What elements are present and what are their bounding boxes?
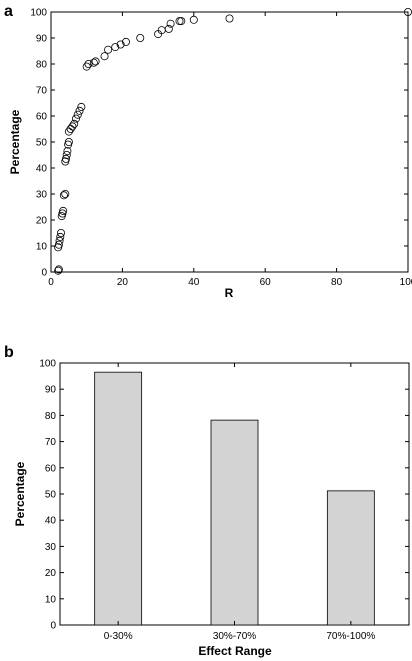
scatter-point bbox=[100, 52, 109, 61]
plot-a-x-ticks: 0 20 40 60 80 100 bbox=[48, 12, 412, 288]
plot-a-y-ticks: 0 10 20 30 40 50 60 70 80 90 100 bbox=[30, 8, 408, 279]
scatter-point bbox=[56, 228, 65, 237]
y-tick-label: 0 bbox=[50, 621, 56, 632]
scatter-point bbox=[84, 60, 93, 69]
panel-a-letter: a bbox=[4, 3, 13, 20]
scatter-point bbox=[73, 110, 82, 119]
y-tick-label: 10 bbox=[36, 242, 48, 253]
x-tick-label: 60 bbox=[260, 277, 272, 288]
y-tick-label: 70 bbox=[45, 437, 57, 448]
scatter-point bbox=[54, 265, 63, 274]
scatter-point bbox=[104, 45, 113, 54]
y-tick-label: 100 bbox=[39, 359, 56, 370]
x-tick-label: 0-30% bbox=[104, 631, 133, 642]
scatter-point bbox=[55, 236, 64, 245]
scatter-point bbox=[77, 102, 86, 111]
y-tick-label: 50 bbox=[36, 138, 48, 149]
bar bbox=[94, 371, 143, 626]
plot-b-y-label: Percentage bbox=[13, 461, 27, 526]
scatter-point bbox=[136, 34, 145, 43]
scatter-point bbox=[89, 58, 98, 67]
y-tick-label: 0 bbox=[41, 268, 47, 279]
scatter-point bbox=[59, 191, 68, 200]
scatter-point bbox=[62, 150, 71, 159]
y-tick-label: 20 bbox=[36, 216, 48, 227]
y-tick-label: 30 bbox=[36, 190, 48, 201]
y-tick-label: 60 bbox=[36, 112, 48, 123]
scatter-point bbox=[54, 240, 63, 249]
bar bbox=[326, 490, 375, 626]
x-tick-label: 40 bbox=[188, 277, 200, 288]
scatter-point bbox=[61, 154, 70, 163]
y-tick-label: 90 bbox=[45, 385, 57, 396]
y-tick-label: 90 bbox=[36, 34, 48, 45]
y-tick-label: 40 bbox=[36, 164, 48, 175]
panel-b: b 0-30% 30%-70% 70%-100% 0 10 20 30 40 50 60 70 80… bbox=[4, 344, 410, 658]
scatter-point bbox=[75, 106, 84, 115]
x-tick-label: 0 bbox=[48, 277, 54, 288]
scatter-point bbox=[164, 24, 173, 33]
plot-a-frame bbox=[50, 11, 409, 273]
x-tick-label: 30%-70% bbox=[213, 631, 256, 642]
scatter-point bbox=[91, 57, 100, 66]
x-tick-label: 20 bbox=[117, 277, 129, 288]
y-tick-label: 50 bbox=[45, 490, 57, 501]
scatter-point bbox=[189, 15, 198, 24]
scatter-point bbox=[64, 137, 73, 146]
scatter-point bbox=[121, 37, 130, 46]
scatter-point bbox=[70, 119, 79, 128]
plot-b-y-ticks: 0 10 20 30 40 50 60 70 80 90 100 bbox=[39, 359, 409, 632]
y-tick-label: 60 bbox=[45, 463, 57, 474]
scatter-point bbox=[63, 147, 72, 156]
x-tick-label: 80 bbox=[331, 277, 343, 288]
scatter-point bbox=[116, 40, 125, 49]
y-tick-label: 100 bbox=[30, 8, 47, 19]
scatter-point bbox=[56, 232, 65, 241]
panel-b-letter: b bbox=[4, 344, 14, 361]
x-tick-label: 100 bbox=[400, 277, 412, 288]
scatter-point bbox=[225, 14, 234, 23]
y-tick-label: 80 bbox=[36, 60, 48, 71]
plot-a-y-label: Percentage bbox=[8, 109, 22, 174]
scatter-point bbox=[71, 114, 80, 123]
scatter-point bbox=[54, 266, 63, 275]
scatter-point bbox=[175, 17, 184, 26]
scatter-point bbox=[166, 19, 175, 28]
y-tick-label: 20 bbox=[45, 568, 57, 579]
scatter-point bbox=[177, 17, 186, 26]
y-tick-label: 80 bbox=[45, 411, 57, 422]
plot-a-x-label: R bbox=[225, 286, 234, 300]
plot-b-bars bbox=[94, 371, 375, 626]
bar bbox=[210, 419, 259, 626]
y-tick-label: 70 bbox=[36, 86, 48, 97]
y-tick-label: 10 bbox=[45, 594, 57, 605]
x-tick-label: 70%-100% bbox=[326, 631, 375, 642]
scatter-point bbox=[59, 206, 68, 215]
scatter-point bbox=[68, 122, 77, 131]
plot-b-x-label: Effect Range bbox=[198, 644, 272, 658]
y-tick-label: 30 bbox=[45, 542, 57, 553]
scatter-point bbox=[111, 43, 120, 52]
scatter-point bbox=[82, 62, 91, 71]
plot-b-x-ticks: 0-30% 30%-70% 70%-100% bbox=[104, 363, 375, 642]
scatter-point bbox=[61, 189, 70, 198]
y-tick-label: 40 bbox=[45, 516, 57, 527]
